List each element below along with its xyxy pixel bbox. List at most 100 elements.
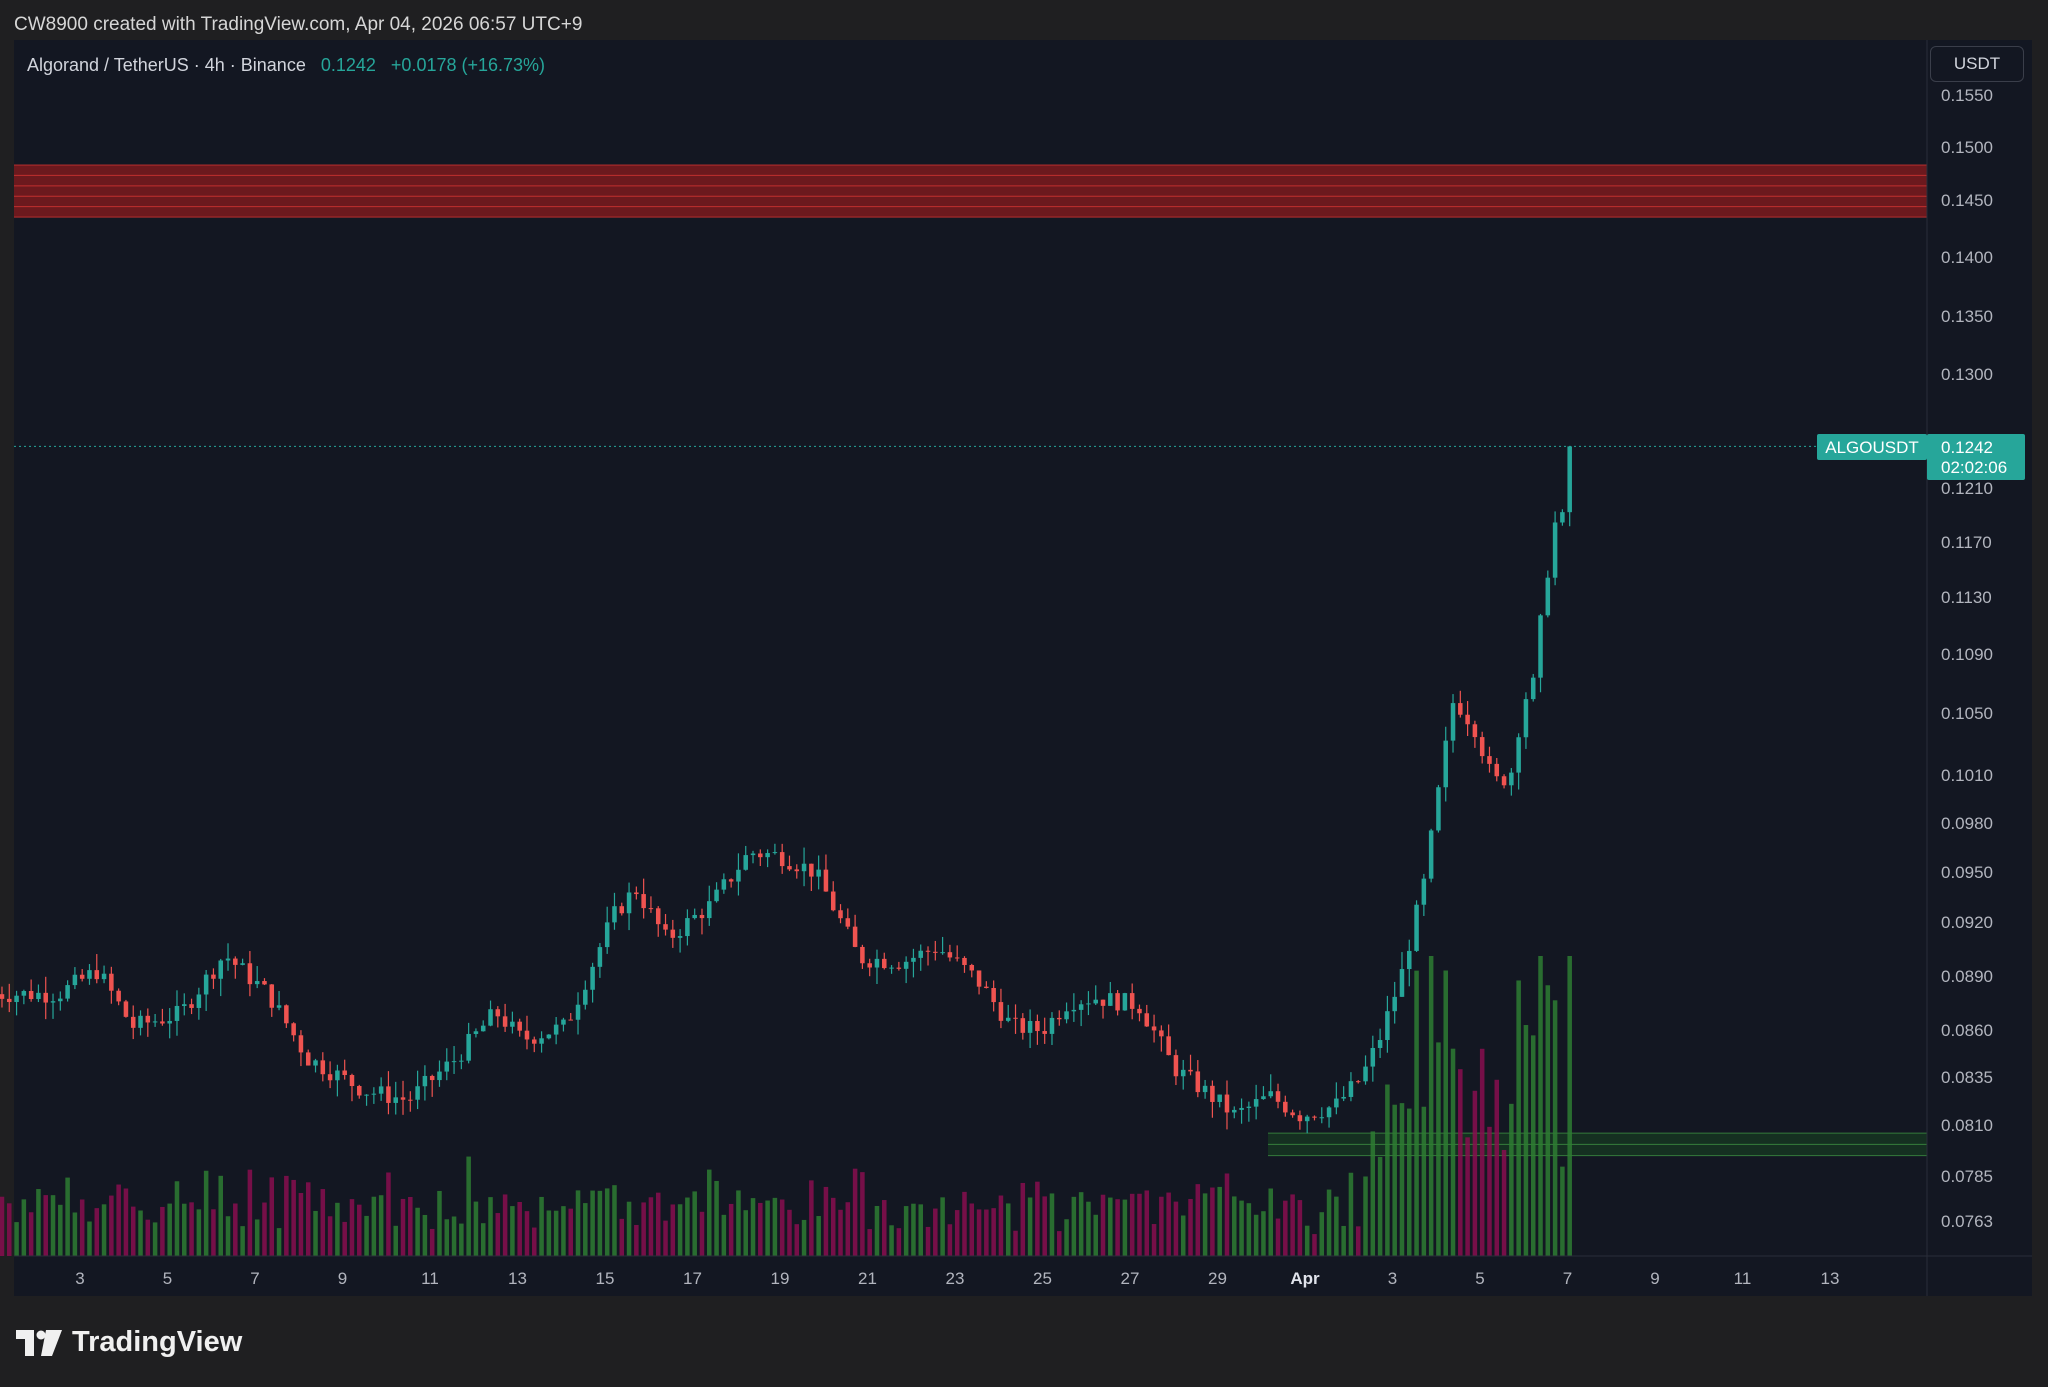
- volume-bar: [911, 1203, 916, 1256]
- volume-bar: [663, 1220, 668, 1256]
- x-tick-label: Apr: [1290, 1269, 1320, 1288]
- candle-body: [1407, 950, 1412, 970]
- volume-bar: [1479, 1048, 1485, 1256]
- volume-bar: [225, 1216, 231, 1256]
- volume-bar: [1064, 1219, 1069, 1256]
- candle-body: [685, 918, 690, 937]
- volume-bar: [779, 1199, 785, 1256]
- volume-bar: [233, 1203, 238, 1256]
- candle-body: [459, 1060, 464, 1062]
- volume-bar: [626, 1201, 632, 1256]
- volume-bar: [473, 1201, 479, 1256]
- volume-bar: [371, 1196, 377, 1256]
- legend-change: +0.0178 (+16.73%): [390, 55, 546, 75]
- volume-bar: [116, 1184, 121, 1256]
- candle-body: [918, 950, 923, 958]
- volume-bar: [969, 1203, 975, 1256]
- volume-bar: [1552, 1000, 1558, 1256]
- volume-bar: [218, 1175, 223, 1256]
- candle-body: [976, 970, 982, 987]
- candle-body: [1465, 714, 1470, 725]
- volume-bar: [21, 1199, 27, 1256]
- volume-bar: [984, 1209, 989, 1256]
- volume-bar: [1283, 1200, 1288, 1256]
- volume-bar: [1100, 1194, 1106, 1256]
- candle-body: [575, 1004, 581, 1020]
- volume-bar: [1567, 956, 1572, 1256]
- y-tick-label: 0.1450: [1941, 191, 1993, 210]
- candle-body: [619, 906, 625, 914]
- volume-bar: [1005, 1203, 1011, 1256]
- volume-bar: [182, 1203, 187, 1256]
- volume-bar: [1458, 1069, 1463, 1256]
- x-tick-label: 25: [1033, 1269, 1052, 1288]
- candle-body: [1027, 1020, 1033, 1033]
- candle-body: [1232, 1109, 1237, 1113]
- volume-bar: [1297, 1200, 1303, 1256]
- candle-body: [1421, 878, 1427, 905]
- volume-bar: [1509, 1103, 1514, 1256]
- symbol-legend[interactable]: Algorand / TetherUS · 4h · Binance 0.124…: [27, 55, 545, 76]
- volume-bar: [1057, 1231, 1062, 1256]
- volume-bar: [568, 1208, 573, 1256]
- candle-body: [1304, 1116, 1310, 1122]
- candle-body: [269, 984, 275, 1008]
- candle-body: [714, 889, 719, 902]
- candle-body: [1377, 1040, 1383, 1048]
- candle-body: [1428, 830, 1434, 879]
- y-tick-label: 0.1350: [1941, 307, 1993, 326]
- candle-body: [36, 992, 41, 1000]
- volume-bar: [1443, 970, 1448, 1256]
- x-tick-label: 13: [1821, 1269, 1840, 1288]
- volume-bar: [451, 1216, 457, 1256]
- volume-bar: [160, 1206, 165, 1256]
- candle-body: [1144, 1013, 1150, 1027]
- symbol-title: Algorand / TetherUS · 4h · Binance: [27, 55, 306, 75]
- volume-bar: [1450, 1048, 1456, 1256]
- candle-body: [1071, 1009, 1077, 1012]
- candle-body: [1283, 1101, 1288, 1113]
- candle-body: [43, 992, 48, 1003]
- candle-body: [583, 989, 588, 1005]
- volume-bar: [1370, 1131, 1376, 1256]
- candle-body: [947, 952, 953, 958]
- tradingview-brand[interactable]: TradingView: [16, 1326, 242, 1359]
- candle-body: [138, 1015, 143, 1028]
- candle-body: [699, 914, 705, 919]
- volume-bar: [1166, 1192, 1171, 1256]
- volume-bar: [488, 1197, 493, 1256]
- volume-bar: [1326, 1189, 1332, 1256]
- volume-bar: [954, 1210, 960, 1256]
- candle-body: [1487, 756, 1492, 764]
- candle-body: [109, 973, 114, 991]
- y-tick-label: 0.1170: [1941, 533, 1992, 552]
- candle-body: [677, 936, 683, 938]
- candle-body: [590, 966, 595, 990]
- volume-bar: [772, 1197, 778, 1256]
- volume-bar: [1173, 1201, 1179, 1256]
- candle-body: [1290, 1112, 1295, 1116]
- volume-bar: [838, 1209, 843, 1256]
- candle-body: [429, 1075, 435, 1081]
- candle-body: [1005, 1017, 1011, 1021]
- candle-body: [79, 974, 85, 979]
- x-tick-label: 7: [250, 1269, 259, 1288]
- volume-bar: [677, 1204, 683, 1256]
- candle-body: [1392, 996, 1397, 1012]
- volume-bar: [714, 1180, 719, 1256]
- candle-body: [1108, 993, 1113, 1006]
- candle-body: [546, 1034, 552, 1039]
- volume-bar: [422, 1214, 428, 1256]
- candle-body: [561, 1019, 566, 1025]
- volume-bar: [845, 1202, 851, 1256]
- candle-body: [1560, 512, 1565, 523]
- candle-body: [320, 1060, 326, 1075]
- candle-body: [327, 1074, 333, 1081]
- volume-bar: [758, 1202, 763, 1256]
- candle-body: [641, 894, 646, 909]
- currency-unit-button[interactable]: USDT: [1930, 46, 2024, 82]
- candle-body: [1363, 1066, 1368, 1082]
- candle-body: [1443, 740, 1448, 788]
- candle-body: [145, 1015, 151, 1023]
